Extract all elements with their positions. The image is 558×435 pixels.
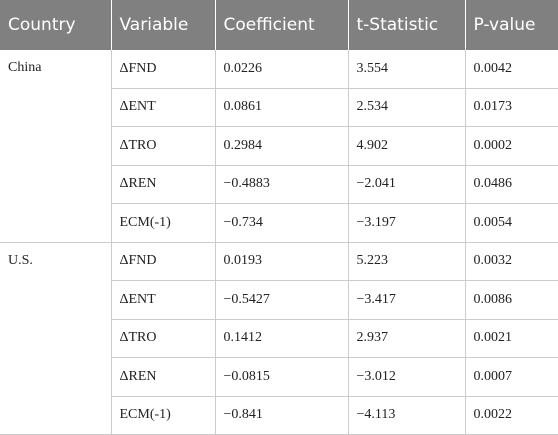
value-cell: −3.417 — [348, 280, 466, 320]
value-cell: 0.1412 — [215, 319, 349, 358]
table-row: ECM(-1) −0.841 −4.113 0.0022 — [0, 396, 558, 435]
table-row: ΔENT −0.5427 −3.417 0.0086 — [0, 280, 558, 320]
variable-cell: ΔFND — [111, 242, 216, 281]
variable-cell: ECM(-1) — [111, 203, 216, 243]
value-cell: 0.0054 — [465, 203, 558, 243]
value-cell: −0.841 — [215, 396, 349, 435]
header-cell: P-value — [465, 0, 558, 50]
value-cell: 0.0193 — [215, 242, 349, 281]
header-row: Country Variable Coefficient t-Statistic P-v… — [0, 0, 558, 50]
table-row: U.S. ΔFND 0.0193 5.223 0.0032 — [0, 242, 558, 435]
value-cell: 2.937 — [348, 319, 466, 358]
table-row: China ΔFND 0.0226 3.554 0.0042 — [0, 50, 558, 243]
variable-cell: ΔFND — [111, 50, 216, 89]
variable-cell: ΔREN — [111, 165, 216, 204]
country-cell: U.S. — [0, 242, 112, 435]
value-cell: 4.902 — [348, 126, 466, 166]
table-row: ΔREN −0.4883 −2.041 0.0486 — [0, 165, 558, 204]
variable-cell: ΔTRO — [111, 319, 216, 358]
value-cell: 2.534 — [348, 88, 466, 127]
value-cell: 0.0042 — [465, 50, 558, 89]
table-body: China ΔFND 0.0226 3.554 0.0042 ΔENT 0.0861 2.53… — [0, 50, 558, 435]
value-cell: 0.0002 — [465, 126, 558, 166]
variable-cell: ΔENT — [111, 88, 216, 127]
value-cell: −2.041 — [348, 165, 466, 204]
value-cell: −4.113 — [348, 396, 466, 435]
value-cell: −3.012 — [348, 357, 466, 397]
table-row: ΔTRO 0.2984 4.902 0.0002 — [0, 126, 558, 166]
variable-cell: ΔTRO — [111, 126, 216, 166]
value-cell: 0.0021 — [465, 319, 558, 358]
value-cell: 0.0086 — [465, 280, 558, 320]
value-cell: 0.0032 — [465, 242, 558, 281]
table-row: ΔTRO 0.1412 2.937 0.0021 — [0, 319, 558, 358]
country-cell: China — [0, 50, 112, 243]
variable-cell: ΔENT — [111, 280, 216, 320]
table-row: ΔREN −0.0815 −3.012 0.0007 — [0, 357, 558, 397]
value-cell: 0.0486 — [465, 165, 558, 204]
header-cell: Variable — [111, 0, 216, 50]
variable-cell: ECM(-1) — [111, 396, 216, 435]
value-cell: −3.197 — [348, 203, 466, 243]
value-cell: 0.0007 — [465, 357, 558, 397]
value-cell: 0.0861 — [215, 88, 349, 127]
value-cell: 0.0173 — [465, 88, 558, 127]
variable-cell: ΔREN — [111, 357, 216, 397]
header-cell: Coefficient — [215, 0, 349, 50]
header-cell: t-Statistic — [348, 0, 466, 50]
value-cell: 0.2984 — [215, 126, 349, 166]
value-cell: 3.554 — [348, 50, 466, 89]
value-cell: 0.0226 — [215, 50, 349, 89]
table-row: ΔENT 0.0861 2.534 0.0173 — [0, 88, 558, 127]
header-cell: Country — [0, 0, 112, 50]
value-cell: 0.0022 — [465, 396, 558, 435]
value-cell: 5.223 — [348, 242, 466, 281]
value-cell: −0.4883 — [215, 165, 349, 204]
value-cell: −0.5427 — [215, 280, 349, 320]
value-cell: −0.734 — [215, 203, 349, 243]
table-row: ECM(-1) −0.734 −3.197 0.0054 — [0, 203, 558, 243]
value-cell: −0.0815 — [215, 357, 349, 397]
